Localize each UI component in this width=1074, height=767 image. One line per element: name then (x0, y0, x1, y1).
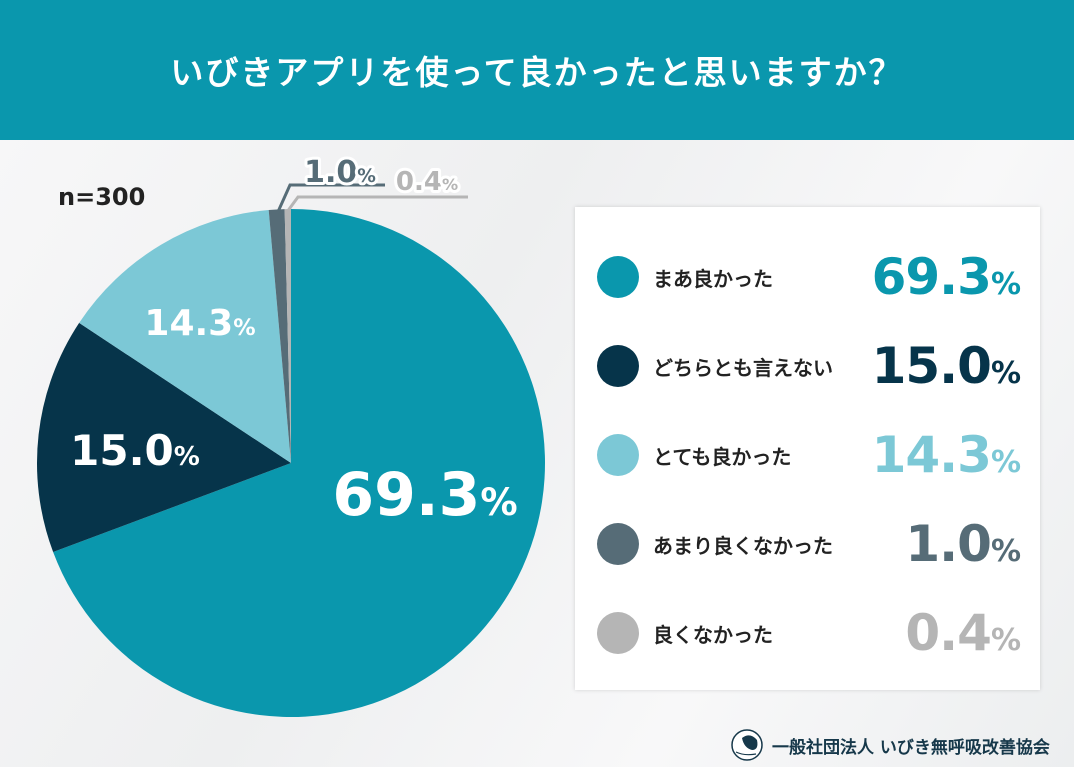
footer: 一般社団法人 いびき無呼吸改善協会 (730, 728, 1050, 762)
pie-slice (53, 209, 546, 717)
legend-value-unit: % (990, 534, 1021, 569)
legend-item: まあ良かった 69.3% (575, 247, 1040, 307)
legend-label: 良くなかった (653, 622, 773, 647)
legend-value-number: 0.4 (905, 604, 992, 662)
pie-slice (284, 209, 291, 463)
legend-item: とても良かった 14.3% (575, 425, 1040, 485)
pie-slice (268, 209, 291, 463)
legend-value-number: 69.3 (871, 248, 992, 306)
legend-value-number: 15.0 (871, 337, 992, 395)
legend-value-unit: % (990, 267, 1021, 302)
slice-label-value: 15.0 (70, 426, 174, 475)
legend-value-unit: % (990, 356, 1021, 391)
slice-label: 14.3% (144, 303, 255, 344)
legend-label: とても良かった (653, 444, 792, 469)
legend-value-number: 14.3 (871, 426, 992, 484)
pie-chart: 69.3%15.0%14.3%1.0% 0.4% (37, 152, 546, 717)
legend-label: どちらとも言えない (653, 355, 833, 380)
slice-label-unit: % (480, 480, 517, 524)
legend-marker (597, 345, 639, 387)
slice-label: 15.0% (70, 426, 200, 475)
legend-value: 0.4% (905, 604, 1021, 662)
legend-marker (597, 523, 639, 565)
org-name: 一般社団法人 いびき無呼吸改善協会 (772, 737, 1050, 758)
legend-marker (597, 612, 639, 654)
legend-value-number: 1.0 (905, 515, 992, 573)
slice-label: 1.0% (304, 155, 376, 190)
chart-title: いびきアプリを使って良かったと思いますか？ (170, 53, 904, 92)
slice-label-unit: % (233, 315, 255, 341)
legend-value: 1.0% (905, 515, 1021, 573)
slice-label-value: 14.3 (144, 303, 233, 344)
slice-label: 0.4% (396, 167, 458, 197)
legend-label: あまり良くなかった (653, 533, 833, 558)
slice-label-unit: % (174, 442, 200, 472)
pie-slice (37, 322, 291, 553)
org-logo-icon (731, 729, 763, 761)
legend-item: どちらとも言えない 15.0% (575, 336, 1040, 396)
slice-label-unit: % (442, 175, 458, 194)
slice-label-value: 69.3 (332, 460, 480, 530)
legend-item: あまり良くなかった 1.0% (575, 514, 1040, 574)
pie-slice (79, 209, 292, 463)
legend-marker (597, 434, 639, 476)
slice-label-unit: % (357, 166, 376, 187)
legend-value: 14.3% (871, 426, 1021, 484)
legend-marker (597, 256, 639, 298)
legend-value-unit: % (990, 445, 1021, 480)
legend-value: 15.0% (871, 337, 1021, 395)
slice-label: 69.3% (332, 460, 517, 530)
legend-item: 良くなかった 0.4% (575, 603, 1040, 663)
slice-label-value: 0.4 (396, 167, 442, 197)
sample-size: n=300 (58, 183, 146, 211)
legend-label: まあ良かった (653, 266, 773, 291)
leader-line (285, 195, 468, 213)
slice-label-value: 1.0 (304, 155, 357, 190)
legend: まあ良かった 69.3% どちらとも言えない 15.0% とても良かった 14.… (575, 207, 1040, 690)
header-banner: いびきアプリを使って良かったと思いますか？ (0, 0, 1074, 140)
legend-value-unit: % (990, 623, 1021, 658)
legend-value: 69.3% (871, 248, 1021, 306)
leader-line (275, 183, 385, 215)
